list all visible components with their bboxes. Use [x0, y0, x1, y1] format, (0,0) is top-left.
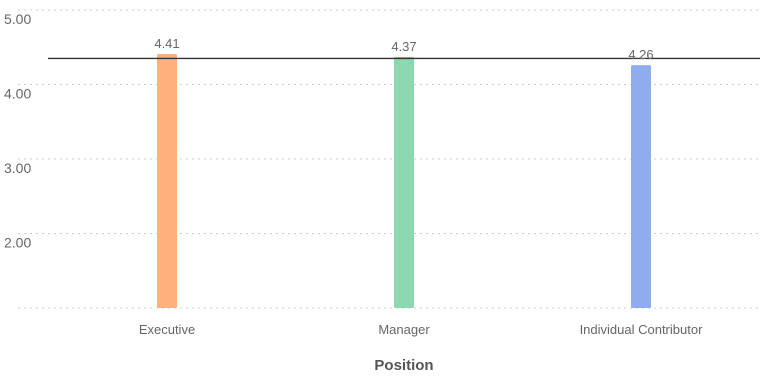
x-axis-title: Position — [374, 357, 433, 374]
data-labels: 4.41 4.37 4.26 — [154, 36, 653, 62]
x-tick-label: Executive — [139, 322, 195, 337]
bars — [157, 53, 651, 309]
data-label: 4.37 — [391, 39, 416, 54]
bar-individual-contributor — [631, 65, 651, 308]
bar-executive — [157, 53, 177, 308]
data-label: 4.26 — [628, 47, 653, 62]
x-tick-label: Individual Contributor — [580, 322, 704, 337]
bar-manager — [394, 56, 414, 309]
y-tick-label: 4.00 — [4, 86, 31, 102]
y-tick-label: 2.00 — [4, 235, 31, 251]
y-tick-label: 5.00 — [4, 11, 31, 27]
y-tick-label: 3.00 — [4, 160, 31, 176]
data-label: 4.41 — [154, 36, 179, 51]
x-tick-label: Manager — [378, 322, 430, 337]
y-axis-ticks: 2.00 3.00 4.00 5.00 — [4, 11, 31, 251]
x-axis-ticks: Executive Manager Individual Contributor — [139, 322, 703, 337]
